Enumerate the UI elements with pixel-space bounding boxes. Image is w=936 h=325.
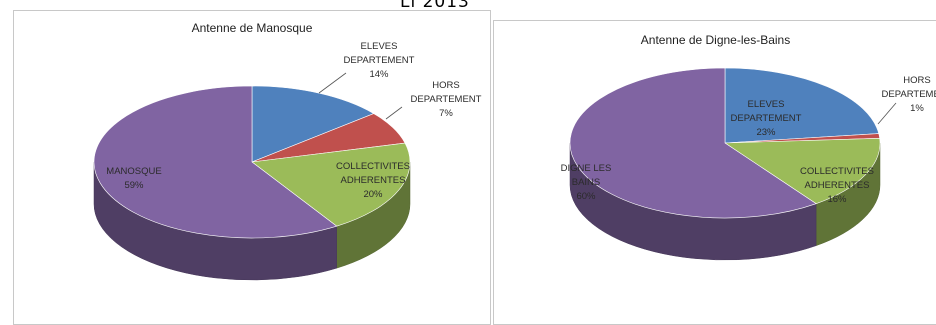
pie-slice [93, 85, 338, 239]
leader-line [877, 102, 897, 125]
pie-slice [724, 67, 880, 144]
chart-panel-manosque: Antenne de Manosque ELEVES DEPARTEMENT 14%… [13, 10, 491, 325]
slice-data-label: MANOSQUE 59% [106, 166, 161, 191]
chart-panel-digne: Antenne de Digne-les-Bains ELEVES DEPARTE… [493, 20, 936, 325]
slice-data-label: HORS DEPARTEMENT 7% [411, 80, 482, 119]
pie-chart-manosque: ELEVES DEPARTEMENT 14%HORS DEPARTEMENT 7% COL… [93, 41, 482, 281]
chart-title: Antenne de Manosque [191, 21, 313, 35]
slice-data-label: DIGNE LES BAINS 60% [561, 163, 612, 202]
cropped-heading-fragment: Li 2013 [400, 0, 470, 12]
slice-data-label: COLLECTIVITES ADHERENTES 16% [800, 166, 874, 205]
leader-line [318, 72, 347, 94]
slice-data-label: ELEVES DEPARTEMENT 23% [731, 99, 802, 138]
slice-data-label: COLLECTIVITES ADHERENTES 20% [336, 161, 410, 200]
pie-slice [724, 137, 881, 205]
slice-data-label: HORSDEPARTEMENT1% [882, 75, 936, 114]
slice-data-label: ELEVES DEPARTEMENT 14% [344, 41, 415, 80]
pie-slice [569, 67, 817, 219]
pie-slice [251, 142, 411, 227]
leader-line [385, 106, 403, 120]
chart-title: Antenne de Digne-les-Bains [640, 33, 791, 47]
